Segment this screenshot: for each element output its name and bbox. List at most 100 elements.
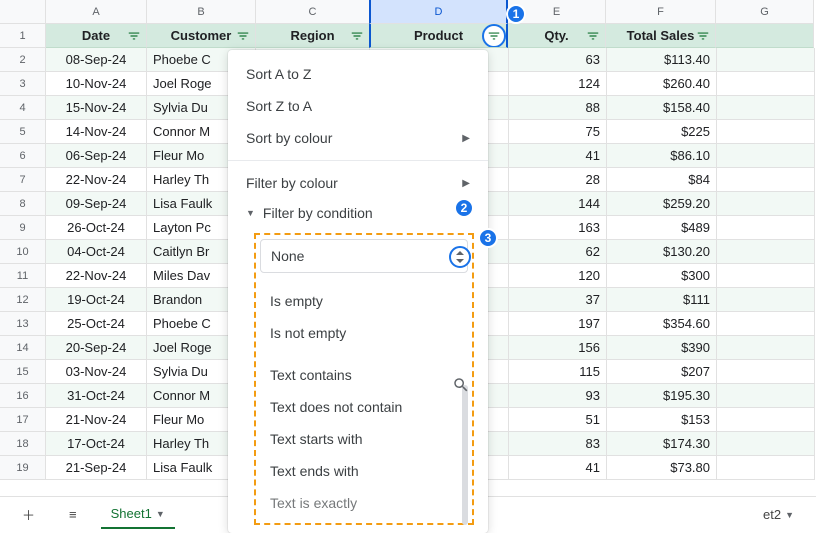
condition-select[interactable]: None xyxy=(260,239,468,273)
row-header[interactable]: 1 xyxy=(0,24,46,48)
cell-empty[interactable] xyxy=(717,288,815,312)
cell-empty[interactable] xyxy=(717,144,815,168)
col-header-a[interactable]: A xyxy=(46,0,147,24)
cell-date[interactable]: 22-Nov-24 xyxy=(46,168,147,192)
row-header[interactable]: 5 xyxy=(0,120,46,144)
search-icon[interactable] xyxy=(452,376,470,397)
cell-empty[interactable] xyxy=(717,264,815,288)
scrollbar[interactable] xyxy=(462,385,468,525)
row-header[interactable]: 16 xyxy=(0,384,46,408)
cell-date[interactable]: 22-Nov-24 xyxy=(46,264,147,288)
row-header[interactable]: 17 xyxy=(0,408,46,432)
cell-empty[interactable] xyxy=(717,216,815,240)
cell-date[interactable]: 31-Oct-24 xyxy=(46,384,147,408)
cell-qty[interactable]: 75 xyxy=(509,120,607,144)
cell-date[interactable]: 19-Oct-24 xyxy=(46,288,147,312)
cell-total[interactable]: $73.80 xyxy=(607,456,717,480)
cell-total[interactable]: $86.10 xyxy=(607,144,717,168)
cell-qty[interactable]: 51 xyxy=(509,408,607,432)
cell-date[interactable]: 09-Sep-24 xyxy=(46,192,147,216)
cell-total[interactable]: $111 xyxy=(607,288,717,312)
cell-qty[interactable]: 197 xyxy=(509,312,607,336)
cell-total[interactable]: $225 xyxy=(607,120,717,144)
cell-total[interactable]: $84 xyxy=(607,168,717,192)
sort-a-z[interactable]: Sort A to Z xyxy=(228,58,488,90)
filter-icon[interactable] xyxy=(235,28,251,44)
row-header[interactable]: 6 xyxy=(0,144,46,168)
cell-date[interactable]: 06-Sep-24 xyxy=(46,144,147,168)
col-header-b[interactable]: B xyxy=(147,0,256,24)
cell-empty[interactable] xyxy=(717,120,815,144)
col-header-f[interactable]: F xyxy=(606,0,716,24)
cond-text-ends[interactable]: Text ends with xyxy=(260,455,468,487)
cond-text-exactly[interactable]: Text is exactly xyxy=(260,487,468,519)
row-header[interactable]: 11 xyxy=(0,264,46,288)
row-header[interactable]: 4 xyxy=(0,96,46,120)
cell-empty[interactable] xyxy=(717,360,815,384)
cell-empty[interactable] xyxy=(717,72,815,96)
sheet-tab-1[interactable]: Sheet1▼ xyxy=(101,500,175,529)
sort-by-colour[interactable]: Sort by colour ▶ xyxy=(228,122,488,154)
row-header[interactable]: 18 xyxy=(0,432,46,456)
cell-qty[interactable]: 88 xyxy=(509,96,607,120)
cell-date[interactable]: 08-Sep-24 xyxy=(46,48,147,72)
row-header[interactable]: 2 xyxy=(0,48,46,72)
cell-total[interactable]: $174.30 xyxy=(607,432,717,456)
row-header[interactable]: 19 xyxy=(0,456,46,480)
cell-empty[interactable] xyxy=(717,312,815,336)
row-header[interactable]: 8 xyxy=(0,192,46,216)
sheet-tab-2[interactable]: et2▼ xyxy=(753,501,804,528)
cell-qty[interactable]: 28 xyxy=(509,168,607,192)
add-sheet-button[interactable]: ＋ xyxy=(12,499,45,530)
cell-qty[interactable]: 163 xyxy=(509,216,607,240)
cond-text-starts[interactable]: Text starts with xyxy=(260,423,468,455)
cell-qty[interactable]: 93 xyxy=(509,384,607,408)
row-header[interactable]: 7 xyxy=(0,168,46,192)
all-sheets-button[interactable]: ≡ xyxy=(59,501,87,528)
row-header[interactable]: 12 xyxy=(0,288,46,312)
cell-empty[interactable] xyxy=(717,168,815,192)
cell-qty[interactable]: 83 xyxy=(509,432,607,456)
cell-qty[interactable]: 120 xyxy=(509,264,607,288)
col-header-c[interactable]: C xyxy=(256,0,370,24)
cell-qty[interactable]: 124 xyxy=(509,72,607,96)
cell-qty[interactable]: 144 xyxy=(509,192,607,216)
cell-date[interactable]: 21-Nov-24 xyxy=(46,408,147,432)
cell-qty[interactable]: 41 xyxy=(509,144,607,168)
row-header[interactable]: 15 xyxy=(0,360,46,384)
cell-empty[interactable] xyxy=(717,336,815,360)
cond-is-not-empty[interactable]: Is not empty xyxy=(260,317,468,349)
cell-total[interactable]: $195.30 xyxy=(607,384,717,408)
header-product[interactable]: Product xyxy=(369,24,508,48)
filter-icon-active[interactable] xyxy=(482,24,506,48)
cell-empty[interactable] xyxy=(717,240,815,264)
cell-date[interactable]: 14-Nov-24 xyxy=(46,120,147,144)
cell-date[interactable]: 04-Oct-24 xyxy=(46,240,147,264)
cell-qty[interactable]: 41 xyxy=(509,456,607,480)
row-header[interactable]: 3 xyxy=(0,72,46,96)
cond-text-contains[interactable]: Text contains xyxy=(260,359,468,391)
cell-total[interactable]: $354.60 xyxy=(607,312,717,336)
cell-date[interactable]: 17-Oct-24 xyxy=(46,432,147,456)
cell-total[interactable]: $153 xyxy=(607,408,717,432)
cell-date[interactable]: 10-Nov-24 xyxy=(46,72,147,96)
cond-text-not-contain[interactable]: Text does not contain xyxy=(260,391,468,423)
col-header-d[interactable]: D xyxy=(369,0,508,24)
cell-qty[interactable]: 62 xyxy=(509,240,607,264)
cell-total[interactable]: $158.40 xyxy=(607,96,717,120)
select-all-corner[interactable] xyxy=(0,0,46,24)
cell-total[interactable]: $260.40 xyxy=(607,72,717,96)
cell-total[interactable]: $113.40 xyxy=(607,48,717,72)
cell-qty[interactable]: 156 xyxy=(509,336,607,360)
cell-qty[interactable]: 37 xyxy=(509,288,607,312)
cell-total[interactable]: $489 xyxy=(607,216,717,240)
header-customer[interactable]: Customer xyxy=(147,24,256,48)
header-total[interactable]: Total Sales xyxy=(606,24,716,48)
cell-qty[interactable]: 115 xyxy=(509,360,607,384)
cell-empty[interactable] xyxy=(717,408,815,432)
cell-total[interactable]: $207 xyxy=(607,360,717,384)
cell-date[interactable]: 03-Nov-24 xyxy=(46,360,147,384)
cell-empty[interactable] xyxy=(717,96,815,120)
cell-date[interactable]: 26-Oct-24 xyxy=(46,216,147,240)
cell-empty[interactable] xyxy=(717,192,815,216)
